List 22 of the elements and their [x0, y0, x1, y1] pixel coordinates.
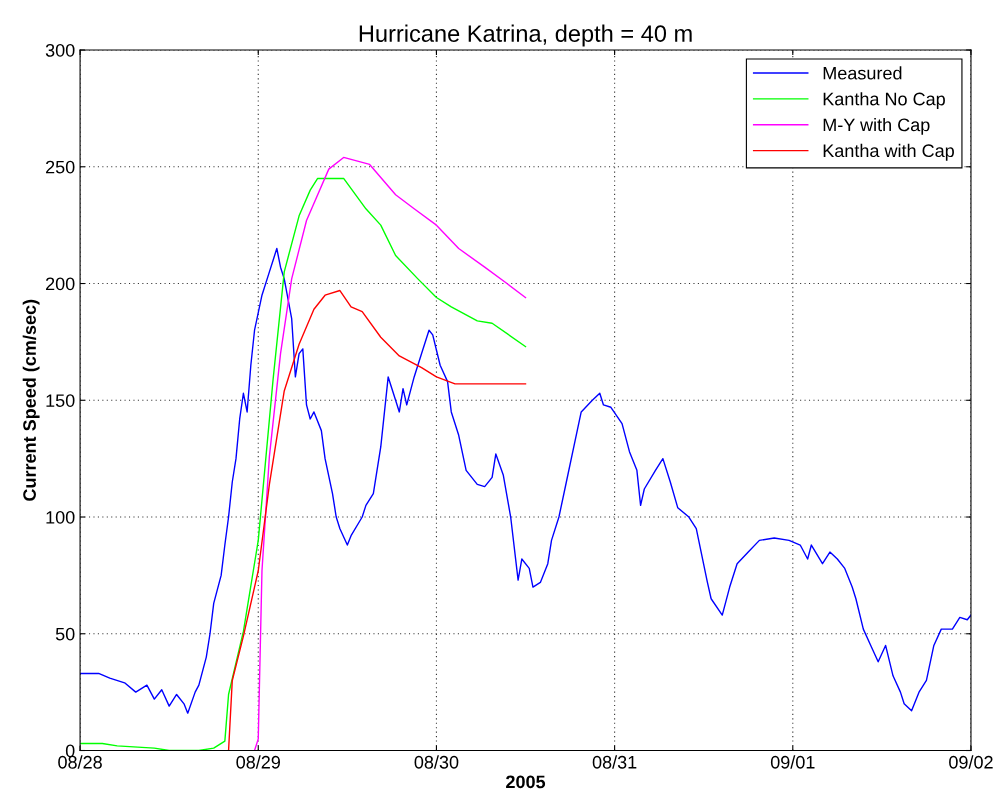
- y-tick-label: 250: [46, 160, 75, 174]
- x-tick-label: 09/02: [949, 755, 993, 769]
- legend-label: Kantha with Cap: [823, 143, 954, 161]
- y-tick-label: 200: [46, 277, 75, 291]
- x-tick-label: 08/29: [236, 755, 280, 769]
- line-series: [80, 177, 527, 751]
- chart-title: Hurricane Katrina, depth = 40 m: [359, 24, 692, 47]
- legend-label: Measured: [823, 66, 902, 80]
- line-series: [80, 247, 971, 714]
- x-tick-label: 08/30: [414, 755, 459, 769]
- legend-label: M-Y with Cap: [823, 118, 930, 135]
- x-tick-label: 09/01: [770, 755, 815, 769]
- y-tick-label: 50: [55, 627, 75, 641]
- y-tick-label: 300: [45, 43, 75, 57]
- line-series: [227, 289, 527, 751]
- y-tick-label: 100: [46, 510, 75, 524]
- line-series: [253, 156, 527, 751]
- x-axis-title: 2005: [506, 775, 546, 789]
- x-tick-label: 08/31: [592, 755, 637, 769]
- y-tick-label: 150: [46, 394, 75, 407]
- legend-label: Kantha No Cap: [823, 92, 945, 109]
- y-axis-title: Current Speed (cm/sec): [22, 299, 40, 501]
